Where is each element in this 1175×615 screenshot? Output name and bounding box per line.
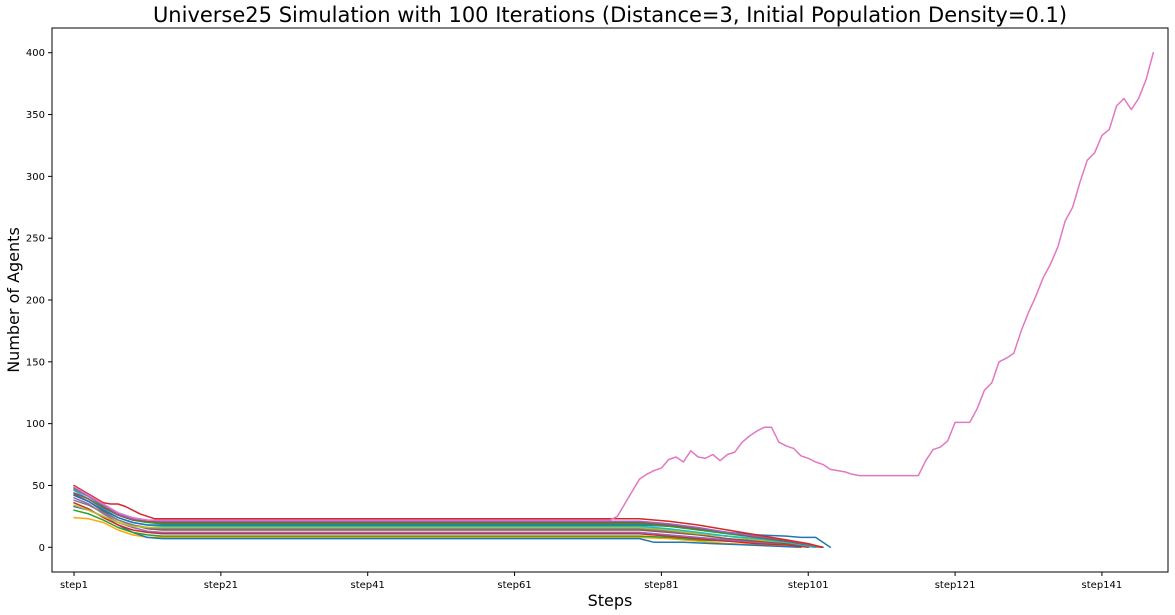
series-line-9 <box>73 489 817 549</box>
series-line-12 <box>73 492 824 549</box>
y-axis-ticks: 0 50 100 150 200 250 300 350 400 <box>26 48 52 554</box>
x-tick-label: step21 <box>204 580 238 591</box>
series-line-13 <box>73 488 824 549</box>
x-tick-label: step141 <box>1082 580 1123 591</box>
y-tick-label: 250 <box>26 234 45 245</box>
y-tick-label: 300 <box>26 172 45 183</box>
series-line-14 <box>73 484 824 549</box>
y-tick-label: 50 <box>32 481 45 492</box>
x-axis-ticks: step1 step21 step41 step61 step81 step101 step… <box>60 572 1122 591</box>
x-axis-label: Steps <box>588 591 633 610</box>
y-tick-label: 0 <box>39 543 45 554</box>
x-tick-label: step41 <box>351 580 385 591</box>
series-line-15 <box>73 51 1155 521</box>
series-line-6 <box>73 493 817 549</box>
series-line-4 <box>73 502 809 549</box>
chart-title: Universe25 Simulation with 100 Iteration… <box>153 3 1067 27</box>
x-tick-label: step81 <box>644 580 678 591</box>
x-tick-label: step61 <box>497 580 531 591</box>
y-tick-label: 400 <box>26 48 45 59</box>
y-tick-label: 200 <box>26 296 45 307</box>
y-tick-label: 150 <box>26 357 45 368</box>
x-tick-label: step1 <box>60 580 88 591</box>
series-line-8 <box>73 504 824 549</box>
series-line-5 <box>73 497 824 549</box>
y-axis-label: Number of Agents <box>4 227 23 373</box>
series-group <box>73 51 1155 549</box>
y-tick-label: 100 <box>26 419 45 430</box>
y-tick-label: 350 <box>26 110 45 121</box>
x-tick-label: step121 <box>935 580 976 591</box>
x-tick-label: step101 <box>788 580 829 591</box>
plot-area-frame <box>51 27 1169 573</box>
